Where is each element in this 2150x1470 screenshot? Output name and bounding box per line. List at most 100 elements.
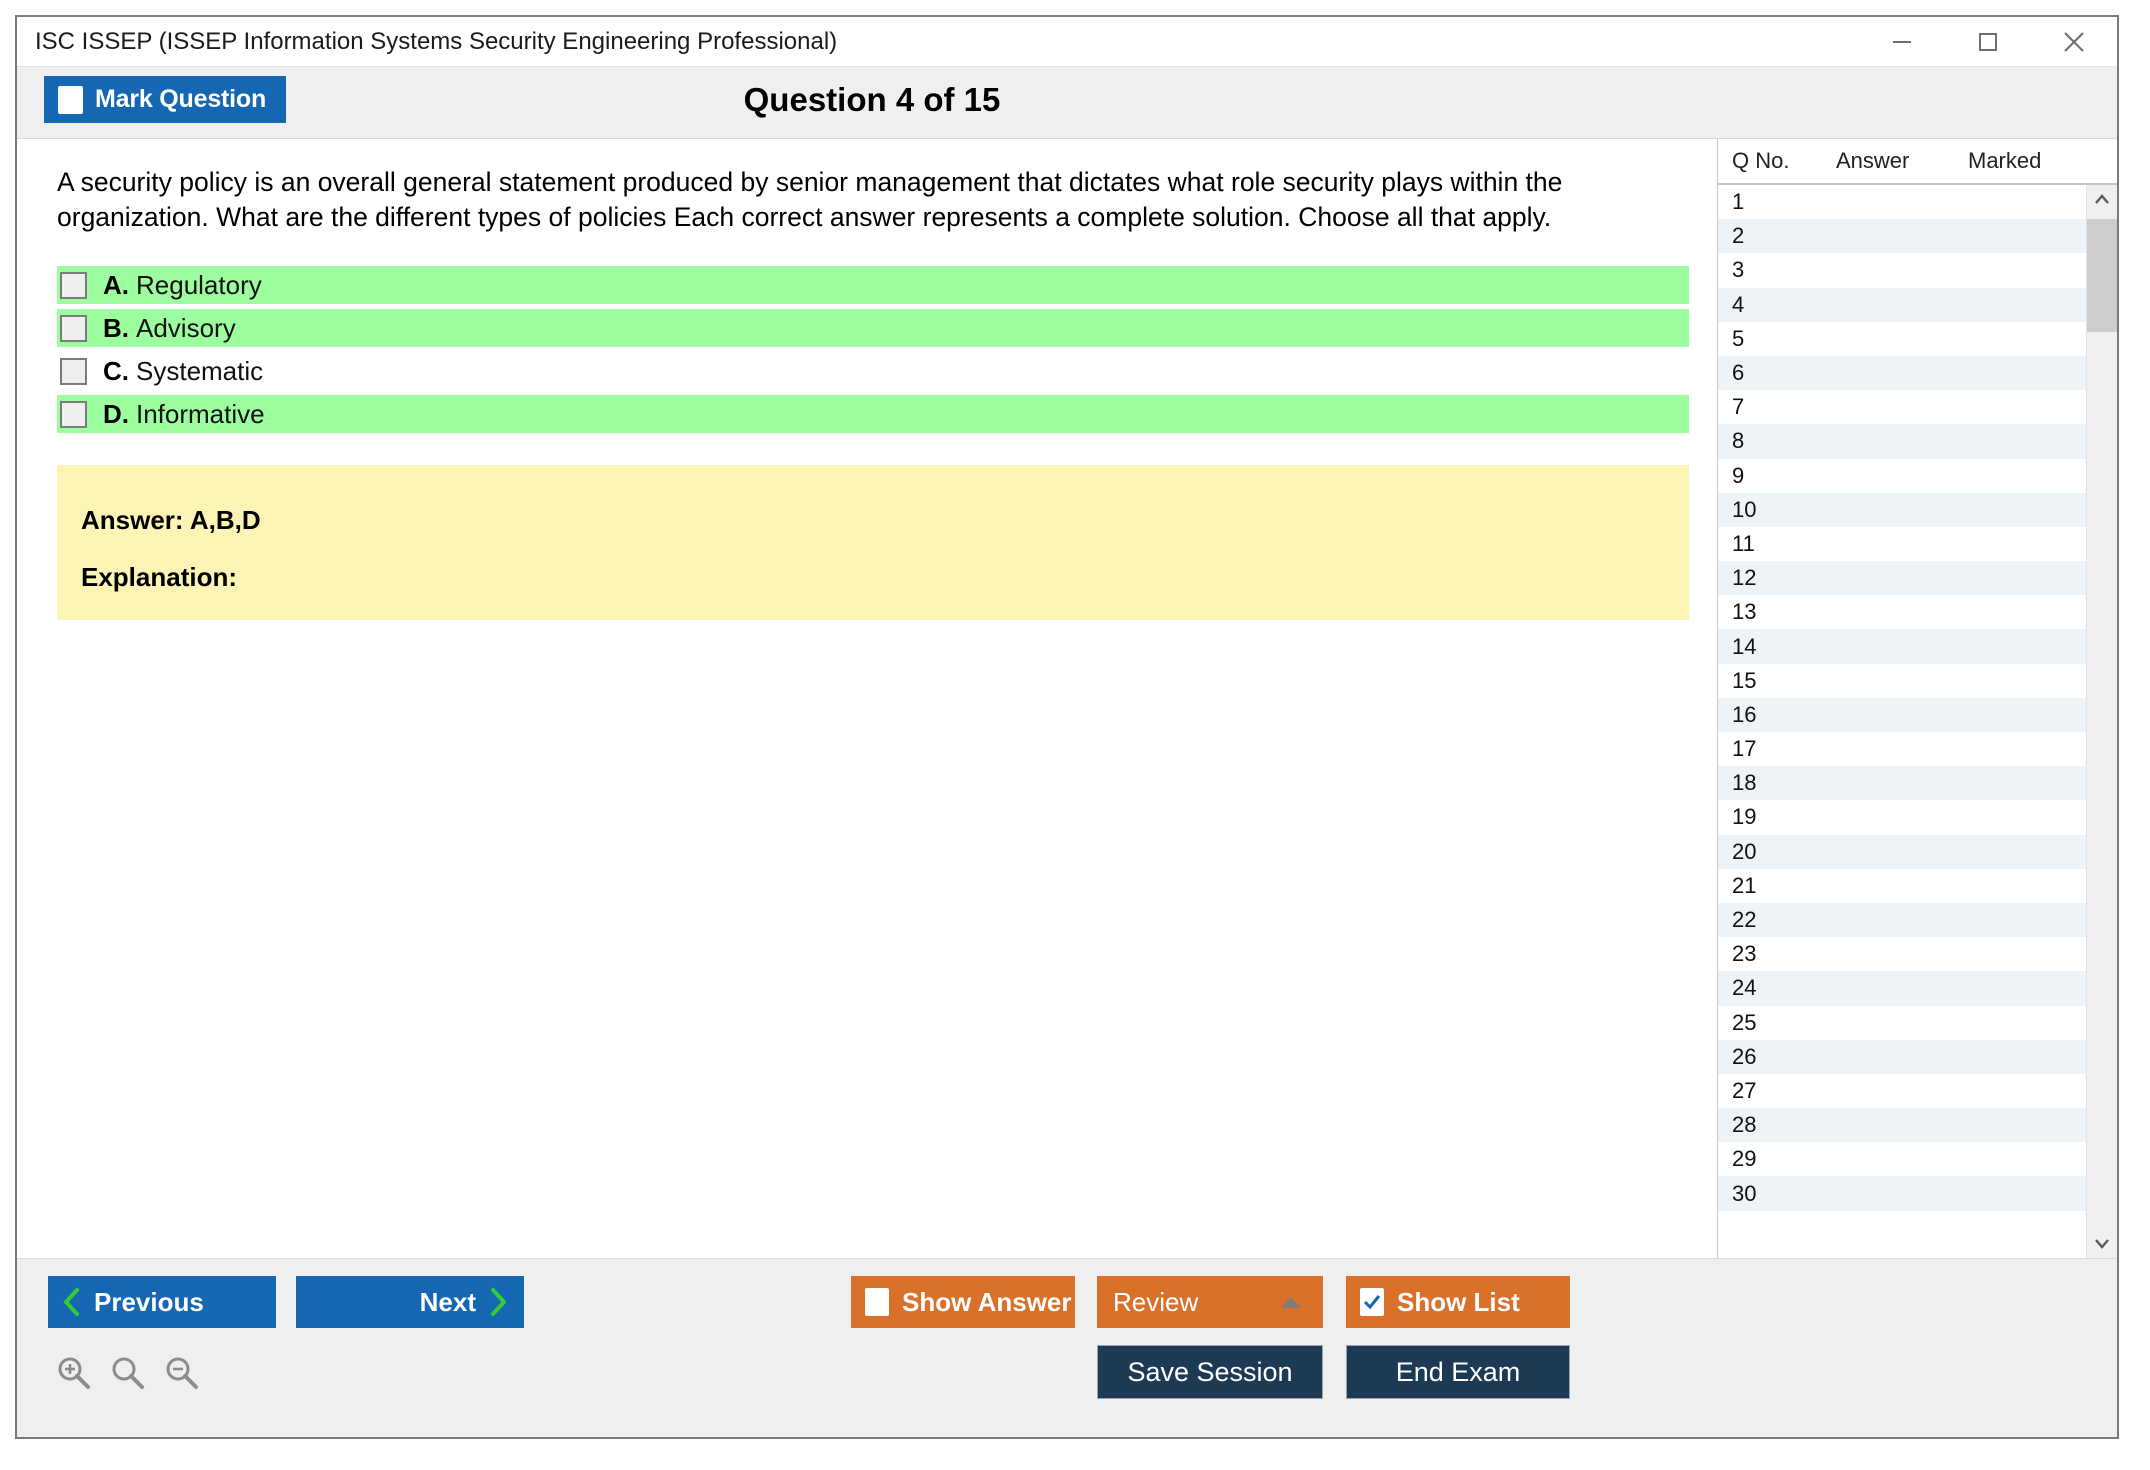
- question-list-row[interactable]: 18: [1718, 766, 2086, 801]
- option-checkbox-c[interactable]: [60, 357, 87, 385]
- end-exam-label: End Exam: [1395, 1356, 1521, 1387]
- save-session-label: Save Session: [1127, 1356, 1293, 1387]
- row-question-number: 14: [1732, 633, 1757, 659]
- question-list-row[interactable]: 24: [1718, 971, 2086, 1006]
- question-list-row[interactable]: 19: [1718, 800, 2086, 835]
- chevron-up-icon: [2095, 194, 2109, 204]
- question-list-row[interactable]: 9: [1718, 458, 2086, 493]
- row-question-number: 1: [1732, 189, 1745, 215]
- option-checkbox-b[interactable]: [60, 314, 87, 342]
- option-row-b[interactable]: B. Advisory: [57, 309, 1689, 348]
- save-session-button[interactable]: Save Session: [1097, 1345, 1323, 1399]
- option-text-b: Advisory: [136, 312, 236, 343]
- triangle-up-icon: [1281, 1297, 1301, 1308]
- question-list-row[interactable]: 21: [1718, 868, 2086, 903]
- question-list-row[interactable]: 22: [1718, 902, 2086, 938]
- maximize-button[interactable]: [1945, 17, 2031, 66]
- review-label: Review: [1113, 1286, 1199, 1317]
- question-list-row[interactable]: 13: [1718, 595, 2086, 630]
- column-header-marked: Marked: [1968, 148, 2042, 173]
- question-list-row[interactable]: 4: [1718, 287, 2086, 322]
- end-exam-button[interactable]: End Exam: [1346, 1345, 1570, 1399]
- explanation-line: Explanation:: [81, 562, 238, 593]
- row-question-number: 26: [1732, 1043, 1757, 1069]
- question-list-row[interactable]: 11: [1718, 526, 2086, 562]
- option-letter-c: C.: [103, 355, 129, 386]
- question-list-row[interactable]: 7: [1718, 390, 2086, 425]
- review-dropdown-button[interactable]: Review: [1097, 1276, 1323, 1328]
- row-question-number: 7: [1732, 394, 1745, 420]
- show-answer-checkbox[interactable]: [865, 1288, 889, 1316]
- question-list-row[interactable]: 10: [1718, 492, 2086, 527]
- check-icon: [1363, 1295, 1381, 1310]
- option-letter-a: A.: [103, 269, 129, 300]
- question-list-row[interactable]: 28: [1718, 1108, 2086, 1143]
- row-question-number: 27: [1732, 1077, 1757, 1103]
- question-list-row[interactable]: 27: [1718, 1073, 2086, 1109]
- previous-button[interactable]: Previous: [48, 1276, 276, 1328]
- mark-question-checkbox[interactable]: [58, 85, 83, 114]
- question-list-row[interactable]: 29: [1718, 1142, 2086, 1177]
- question-list-row[interactable]: 23: [1718, 937, 2086, 972]
- option-row-d[interactable]: D. Informative: [57, 395, 1689, 434]
- scroll-up-button[interactable]: [2087, 185, 2117, 215]
- row-question-number: 8: [1732, 428, 1745, 454]
- minimize-icon: [1893, 40, 1911, 43]
- question-list-row[interactable]: 2: [1718, 219, 2086, 254]
- title-bar: ISC ISSEP (ISSEP Information Systems Sec…: [17, 17, 2117, 67]
- question-list-scrollbar[interactable]: [2086, 185, 2117, 1258]
- question-list-row[interactable]: 8: [1718, 424, 2086, 459]
- question-list-row[interactable]: 6: [1718, 355, 2086, 391]
- option-letter-b: B.: [103, 312, 129, 343]
- zoom-out-icon[interactable]: [163, 1354, 201, 1392]
- show-list-checkbox[interactable]: [1360, 1288, 1384, 1316]
- question-list-row[interactable]: 15: [1718, 663, 2086, 698]
- question-list-row[interactable]: 3: [1718, 253, 2086, 288]
- question-list-rows: 1 2 3 4 5 6 7 8 9 10 11 12 13 14 15 16 17 18 19 20 21 22 23 24 2…: [1718, 185, 2086, 1258]
- question-content-pane: A security policy is an overall general …: [17, 139, 1717, 1258]
- question-list-row[interactable]: 16: [1718, 697, 2086, 732]
- row-question-number: 16: [1732, 701, 1757, 727]
- option-checkbox-d[interactable]: [60, 400, 87, 428]
- option-row-a[interactable]: A. Regulatory: [57, 266, 1689, 305]
- show-answer-button[interactable]: Show Answer: [851, 1276, 1075, 1328]
- row-question-number: 12: [1732, 565, 1757, 591]
- chevron-right-icon: [491, 1288, 506, 1316]
- window-title: ISC ISSEP (ISSEP Information Systems Sec…: [35, 27, 838, 55]
- question-list-row[interactable]: 25: [1718, 1005, 2086, 1040]
- question-list-row[interactable]: 14: [1718, 629, 2086, 664]
- question-list-row[interactable]: 30: [1718, 1176, 2086, 1211]
- option-row-c[interactable]: C. Systematic: [57, 352, 1689, 391]
- question-list-row[interactable]: 26: [1718, 1039, 2086, 1074]
- row-question-number: 23: [1732, 941, 1757, 967]
- row-question-number: 28: [1732, 1112, 1757, 1138]
- question-list-row[interactable]: 1: [1718, 185, 2086, 220]
- question-list-row[interactable]: 5: [1718, 321, 2086, 356]
- question-list-panel: Q No. Answer Marked 1 2 3 4 5 6 7 8 9 10 11 12 13 14 1…: [1717, 139, 2117, 1258]
- show-list-label: Show List: [1397, 1286, 1520, 1317]
- close-button[interactable]: [2031, 17, 2117, 66]
- row-question-number: 24: [1732, 975, 1757, 1001]
- show-list-button[interactable]: Show List: [1346, 1276, 1570, 1328]
- scroll-down-button[interactable]: [2087, 1228, 2117, 1258]
- search-icon[interactable]: [109, 1354, 147, 1392]
- chevron-down-icon: [2095, 1239, 2109, 1249]
- option-text-d: Informative: [136, 398, 265, 429]
- row-question-number: 3: [1732, 257, 1745, 283]
- zoom-in-icon[interactable]: [55, 1354, 93, 1392]
- answer-options-list: A. Regulatory B. Advisory C. Systematic …: [57, 266, 1689, 434]
- zoom-controls: [55, 1354, 201, 1392]
- option-checkbox-a[interactable]: [60, 271, 87, 299]
- chevron-left-icon: [64, 1288, 79, 1316]
- question-list-row[interactable]: 20: [1718, 834, 2086, 869]
- window-controls: [1859, 17, 2117, 66]
- question-list-row[interactable]: 12: [1718, 561, 2086, 596]
- question-list-row[interactable]: 17: [1718, 732, 2086, 767]
- mark-question-label: Mark Question: [95, 85, 267, 113]
- minimize-button[interactable]: [1859, 17, 1945, 66]
- row-question-number: 11: [1732, 530, 1755, 556]
- header-bar: Mark Question Question 4 of 15: [17, 67, 2117, 139]
- mark-question-button[interactable]: Mark Question: [44, 76, 287, 123]
- scrollbar-thumb[interactable]: [2087, 219, 2117, 332]
- next-button[interactable]: Next: [296, 1276, 524, 1328]
